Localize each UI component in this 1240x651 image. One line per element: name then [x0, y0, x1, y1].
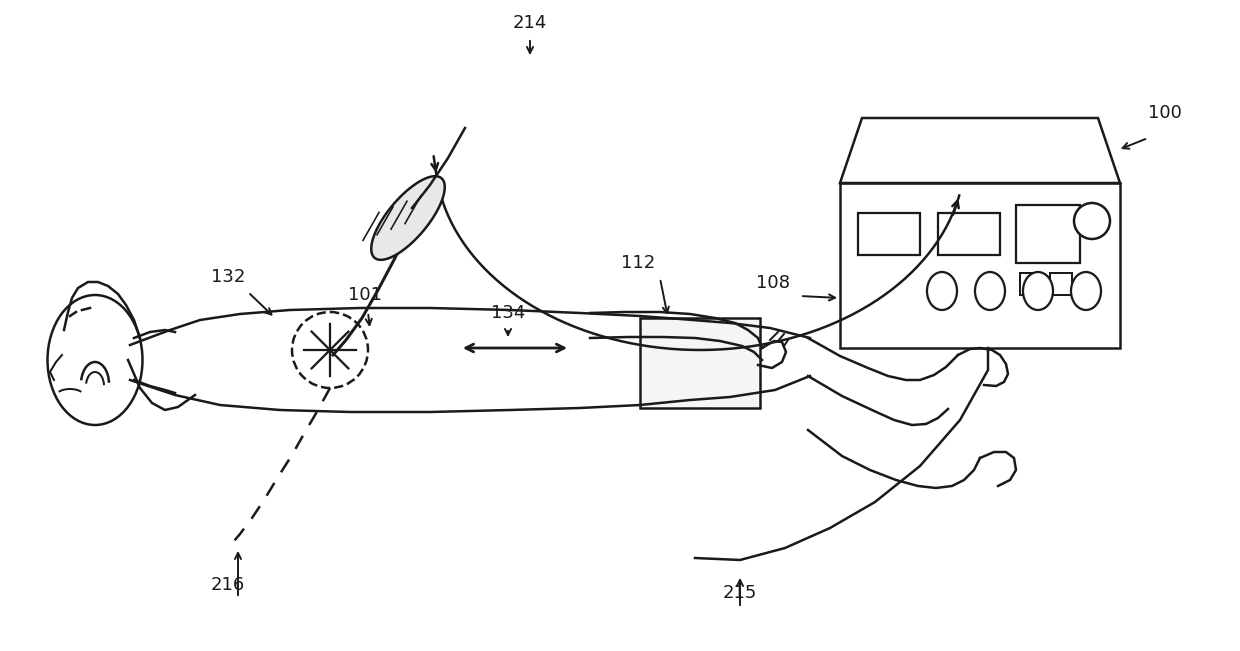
Text: 214: 214 — [513, 14, 547, 32]
Bar — [640, 318, 760, 408]
Text: 100: 100 — [1148, 104, 1182, 122]
Bar — [1016, 205, 1080, 263]
Text: 108: 108 — [756, 274, 790, 292]
Bar — [1050, 273, 1073, 295]
Ellipse shape — [1023, 272, 1053, 310]
Text: 112: 112 — [621, 254, 655, 272]
Text: 215: 215 — [723, 584, 758, 602]
Ellipse shape — [1071, 272, 1101, 310]
Bar — [937, 213, 999, 255]
Text: 216: 216 — [211, 576, 246, 594]
Text: 132: 132 — [211, 268, 246, 286]
Polygon shape — [371, 176, 445, 260]
Circle shape — [1074, 203, 1110, 239]
Bar — [858, 213, 920, 255]
Text: 101: 101 — [348, 286, 382, 304]
Ellipse shape — [975, 272, 1004, 310]
Ellipse shape — [928, 272, 957, 310]
Text: 134: 134 — [491, 304, 526, 322]
Bar — [839, 183, 1120, 348]
Polygon shape — [839, 118, 1120, 183]
Bar — [1021, 273, 1042, 295]
